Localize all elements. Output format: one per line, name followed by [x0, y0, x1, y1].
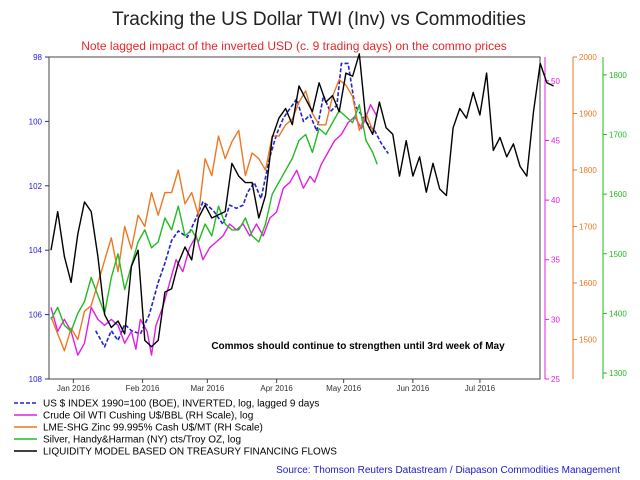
usd-tick-label: 104 — [29, 246, 43, 255]
series-line-2 — [50, 78, 374, 352]
left-axis-usd: 98 100 102 104 106 108 — [29, 53, 49, 384]
silver-tick-label: 1700 — [609, 131, 627, 140]
silver-tick-label: 1500 — [609, 250, 627, 259]
legend-label: LME-SHG Zinc 99.995% Cash U$/MT (RH Scal… — [43, 423, 263, 434]
plot-area-frame — [48, 56, 541, 380]
x-axis: Jan 2016 Feb 2016 Mar 2016 Apr 2016 May 2016… — [57, 379, 496, 393]
oil-tick-label: 40 — [551, 196, 560, 205]
usd-tick-label: 108 — [29, 375, 43, 384]
zinc-tick-label: 1700 — [579, 222, 597, 231]
zinc-tick-label: 1500 — [579, 335, 597, 344]
silver-tick-label: 1300 — [609, 369, 627, 378]
right-axes: 25 30 35 40 45 50 1500 1600 1700 1800 1900 2000 1300… — [544, 53, 627, 384]
legend: US $ INDEX 1990=100 (BOE), INVERTED, log… — [14, 399, 337, 458]
annotation-text: Commos should continue to strengthen unt… — [211, 341, 505, 352]
legend-label: Crude Oil WTI Cushing U$/BBL (RH Scale),… — [43, 411, 253, 422]
zinc-tick-label: 1900 — [579, 109, 597, 118]
x-tick-label: Jul 2016 — [465, 384, 496, 393]
oil-tick-label: 30 — [551, 315, 560, 324]
zinc-tick-label: 1600 — [579, 279, 597, 288]
usd-tick-label: 100 — [29, 117, 43, 126]
zinc-tick-label: 1800 — [579, 166, 597, 175]
legend-label: LIQUIDITY MODEL BASED ON TREASURY FINANC… — [43, 447, 337, 458]
silver-tick-label: 1600 — [609, 190, 627, 199]
x-tick-label: Jun 2016 — [396, 384, 429, 393]
usd-tick-label: 106 — [29, 311, 43, 320]
series-line-3 — [50, 103, 378, 332]
chart-title: Tracking the US Dollar TWI (Inv) vs Comm… — [112, 9, 526, 30]
oil-tick-label: 50 — [551, 77, 560, 86]
series-lines — [50, 53, 554, 356]
silver-tick-label: 1800 — [609, 71, 627, 80]
x-tick-label: Apr 2016 — [260, 384, 293, 393]
source-text: Source: Thomson Reuters Datastream / Dia… — [276, 465, 620, 476]
series-line-4 — [50, 53, 554, 348]
x-tick-label: Mar 2016 — [190, 384, 224, 393]
zinc-tick-label: 2000 — [579, 53, 597, 62]
legend-label: Silver, Handy&Harman (NY) cts/Troy OZ, l… — [43, 435, 241, 446]
x-tick-label: Feb 2016 — [126, 384, 160, 393]
usd-tick-label: 102 — [29, 182, 43, 191]
chart-subtitle: Note lagged impact of the inverted USD (… — [81, 39, 507, 53]
oil-tick-label: 25 — [551, 375, 560, 384]
series-line-0 — [94, 62, 389, 348]
oil-tick-label: 45 — [551, 136, 560, 145]
legend-label: US $ INDEX 1990=100 (BOE), INVERTED, log… — [43, 399, 319, 410]
silver-tick-label: 1400 — [609, 309, 627, 318]
oil-tick-label: 35 — [551, 256, 560, 265]
usd-tick-label: 98 — [33, 53, 42, 62]
x-tick-label: May 2016 — [326, 384, 362, 393]
x-tick-label: Jan 2016 — [57, 384, 90, 393]
